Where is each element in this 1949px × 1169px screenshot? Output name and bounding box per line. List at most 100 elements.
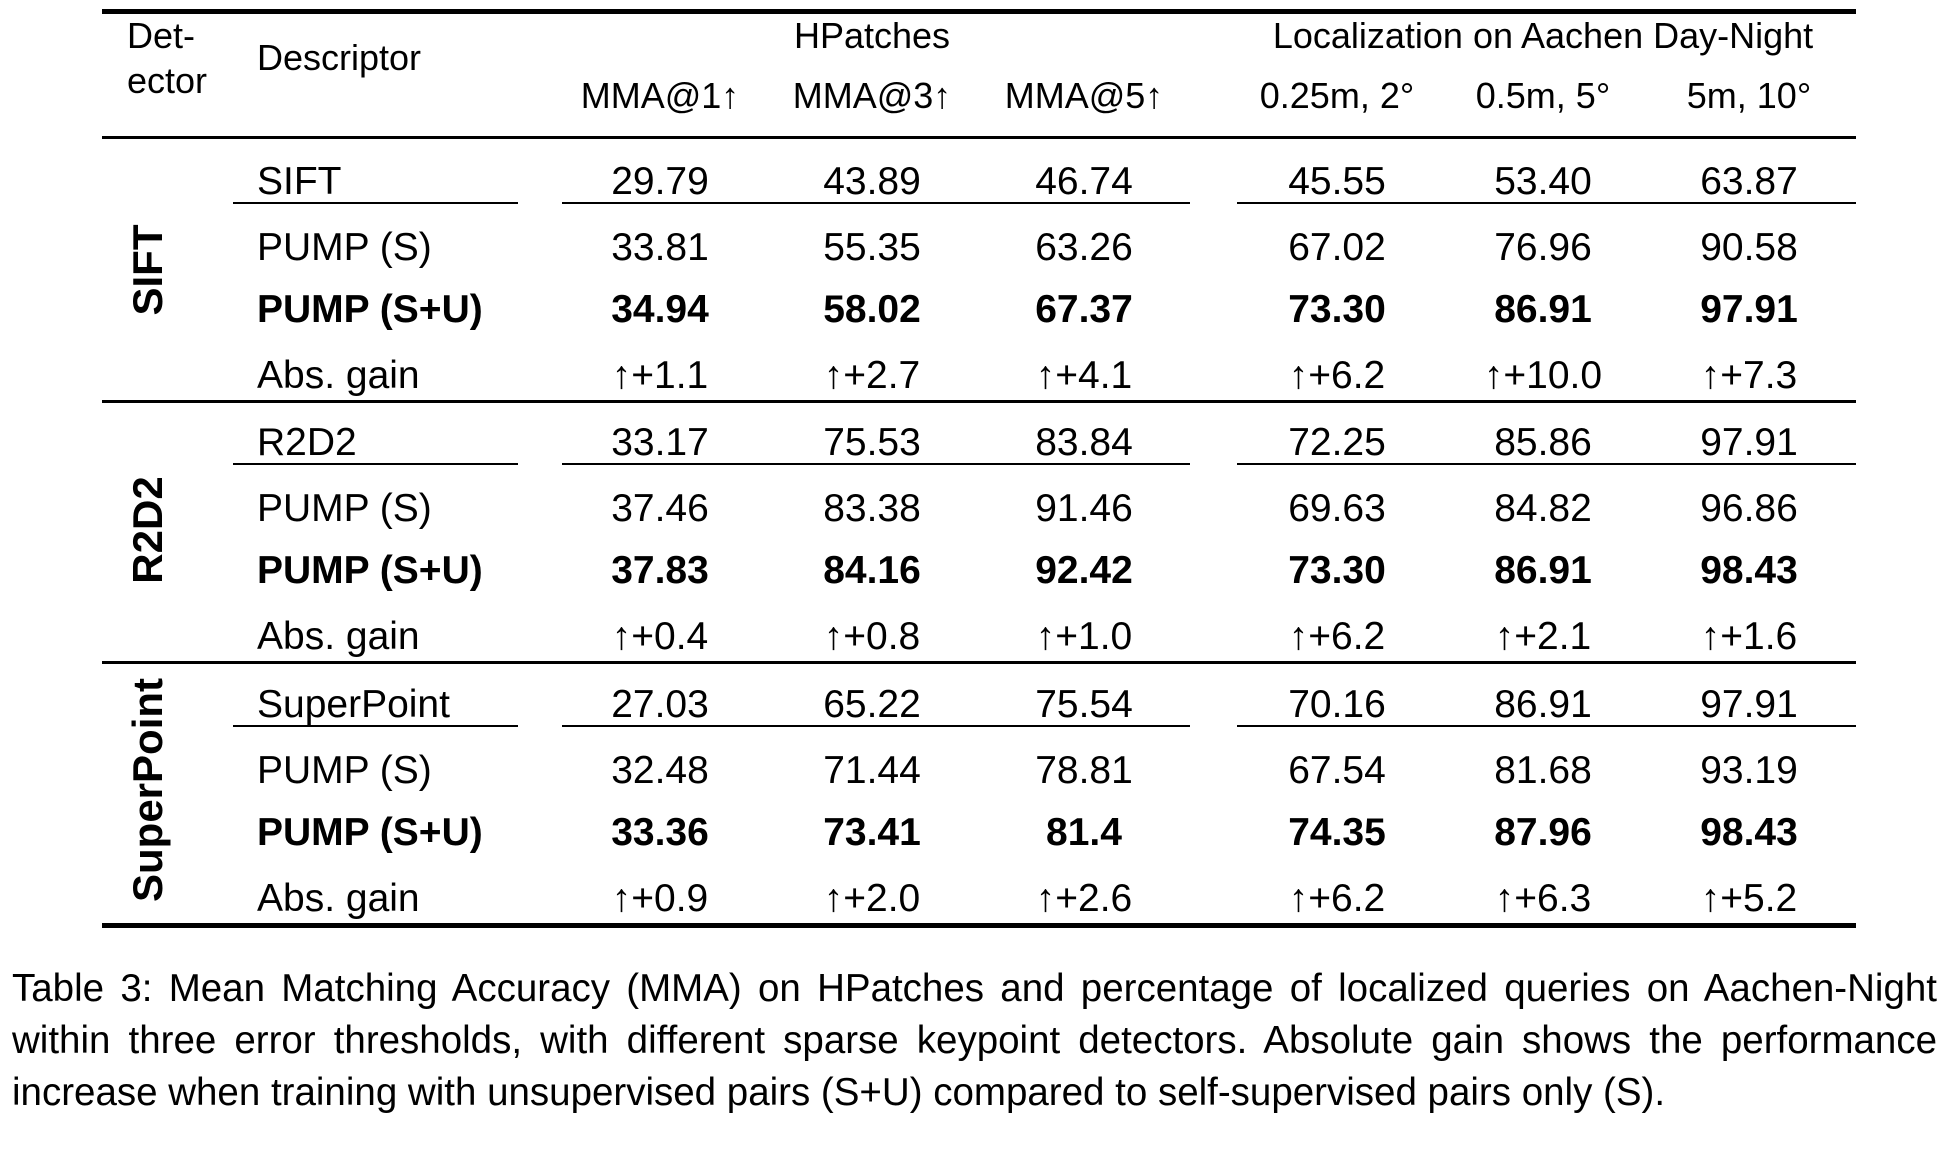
- value-cell: ↑+0.8: [824, 617, 921, 656]
- value-cell: ↑+10.0: [1484, 356, 1602, 395]
- value-cell: ↑+0.9: [612, 879, 709, 918]
- value-cell: 87.96: [1494, 813, 1592, 852]
- column-header: 0.25m, 2°: [1260, 78, 1414, 114]
- value-cell: 81.68: [1494, 751, 1592, 790]
- value-cell: 98.43: [1700, 813, 1798, 852]
- top-rule: [102, 9, 1856, 14]
- descriptor-cell: PUMP (S+U): [257, 813, 483, 852]
- baseline-rule-hpatches: [562, 202, 1190, 204]
- value-cell: 97.91: [1700, 685, 1798, 724]
- bottom-rule: [102, 923, 1856, 928]
- value-cell: ↑+6.2: [1289, 356, 1386, 395]
- value-cell: 86.91: [1494, 290, 1592, 329]
- value-cell: 67.54: [1288, 751, 1386, 790]
- header-rule: [102, 136, 1856, 139]
- value-cell: ↑+1.1: [612, 356, 709, 395]
- value-cell: 34.94: [611, 290, 709, 329]
- descriptor-cell: PUMP (S): [257, 228, 432, 267]
- value-cell: ↑+1.0: [1036, 617, 1133, 656]
- descriptor-cell: PUMP (S): [257, 489, 432, 528]
- value-cell: 58.02: [823, 290, 921, 329]
- baseline-rule-aachen: [1237, 725, 1856, 727]
- value-cell: 75.54: [1035, 685, 1133, 724]
- value-cell: 97.91: [1700, 423, 1798, 462]
- value-cell: 92.42: [1035, 551, 1133, 590]
- value-cell: 67.37: [1035, 290, 1133, 329]
- header-detector-line1: Det-: [127, 18, 195, 54]
- baseline-rule-descriptor: [233, 202, 518, 204]
- value-cell: 46.74: [1035, 162, 1133, 201]
- value-cell: ↑+6.2: [1289, 879, 1386, 918]
- value-cell: 29.79: [611, 162, 709, 201]
- value-cell: ↑+2.6: [1036, 879, 1133, 918]
- descriptor-cell: PUMP (S+U): [257, 551, 483, 590]
- value-cell: 84.82: [1494, 489, 1592, 528]
- column-header: MMA@1↑: [581, 78, 740, 114]
- baseline-rule-descriptor: [233, 725, 518, 727]
- group-rule-superpoint: [102, 661, 1856, 664]
- value-cell: 81.4: [1046, 813, 1122, 852]
- baseline-rule-aachen: [1237, 463, 1856, 465]
- value-cell: 84.16: [823, 551, 921, 590]
- header-descriptor: Descriptor: [257, 40, 421, 76]
- descriptor-cell: Abs. gain: [257, 356, 420, 395]
- value-cell: 37.83: [611, 551, 709, 590]
- detector-label: R2D2: [124, 476, 172, 583]
- value-cell: 43.89: [823, 162, 921, 201]
- results-table: Det- ector Descriptor HPatches Localizat…: [0, 0, 1949, 930]
- descriptor-cell: Abs. gain: [257, 617, 420, 656]
- value-cell: 97.91: [1700, 290, 1798, 329]
- value-cell: 27.03: [611, 685, 709, 724]
- value-cell: 96.86: [1700, 489, 1798, 528]
- value-cell: 53.40: [1494, 162, 1592, 201]
- value-cell: 55.35: [823, 228, 921, 267]
- value-cell: ↑+4.1: [1036, 356, 1133, 395]
- descriptor-cell: R2D2: [257, 423, 357, 462]
- value-cell: 37.46: [611, 489, 709, 528]
- value-cell: 86.91: [1494, 551, 1592, 590]
- value-cell: 73.30: [1288, 551, 1386, 590]
- value-cell: 83.84: [1035, 423, 1133, 462]
- value-cell: 73.41: [823, 813, 921, 852]
- value-cell: 45.55: [1288, 162, 1386, 201]
- table-caption: Table 3: Mean Matching Accuracy (MMA) on…: [12, 963, 1937, 1119]
- group-rule-r2d2: [102, 400, 1856, 403]
- value-cell: ↑+0.4: [612, 617, 709, 656]
- header-detector-line2: ector: [127, 63, 207, 99]
- value-cell: 72.25: [1288, 423, 1386, 462]
- value-cell: 93.19: [1700, 751, 1798, 790]
- value-cell: ↑+6.2: [1289, 617, 1386, 656]
- value-cell: ↑+7.3: [1701, 356, 1798, 395]
- value-cell: 33.36: [611, 813, 709, 852]
- value-cell: 78.81: [1035, 751, 1133, 790]
- value-cell: 70.16: [1288, 685, 1386, 724]
- value-cell: 69.63: [1288, 489, 1386, 528]
- header-hpatches: HPatches: [794, 18, 950, 54]
- value-cell: 63.26: [1035, 228, 1133, 267]
- column-header: 5m, 10°: [1687, 78, 1811, 114]
- column-header: 0.5m, 5°: [1476, 78, 1610, 114]
- value-cell: 83.38: [823, 489, 921, 528]
- value-cell: 73.30: [1288, 290, 1386, 329]
- descriptor-cell: PUMP (S): [257, 751, 432, 790]
- header-aachen: Localization on Aachen Day-Night: [1273, 18, 1813, 54]
- value-cell: 33.17: [611, 423, 709, 462]
- value-cell: ↑+5.2: [1701, 879, 1798, 918]
- descriptor-cell: SuperPoint: [257, 685, 450, 724]
- baseline-rule-hpatches: [562, 463, 1190, 465]
- value-cell: 32.48: [611, 751, 709, 790]
- value-cell: ↑+6.3: [1495, 879, 1592, 918]
- baseline-rule-hpatches: [562, 725, 1190, 727]
- value-cell: 98.43: [1700, 551, 1798, 590]
- value-cell: ↑+1.6: [1701, 617, 1798, 656]
- value-cell: 71.44: [823, 751, 921, 790]
- column-header: MMA@3↑: [793, 78, 952, 114]
- detector-label: SIFT: [124, 225, 172, 316]
- baseline-rule-aachen: [1237, 202, 1856, 204]
- value-cell: 74.35: [1288, 813, 1386, 852]
- detector-label: SuperPoint: [124, 678, 172, 902]
- value-cell: 76.96: [1494, 228, 1592, 267]
- descriptor-cell: SIFT: [257, 162, 342, 201]
- value-cell: 90.58: [1700, 228, 1798, 267]
- descriptor-cell: PUMP (S+U): [257, 290, 483, 329]
